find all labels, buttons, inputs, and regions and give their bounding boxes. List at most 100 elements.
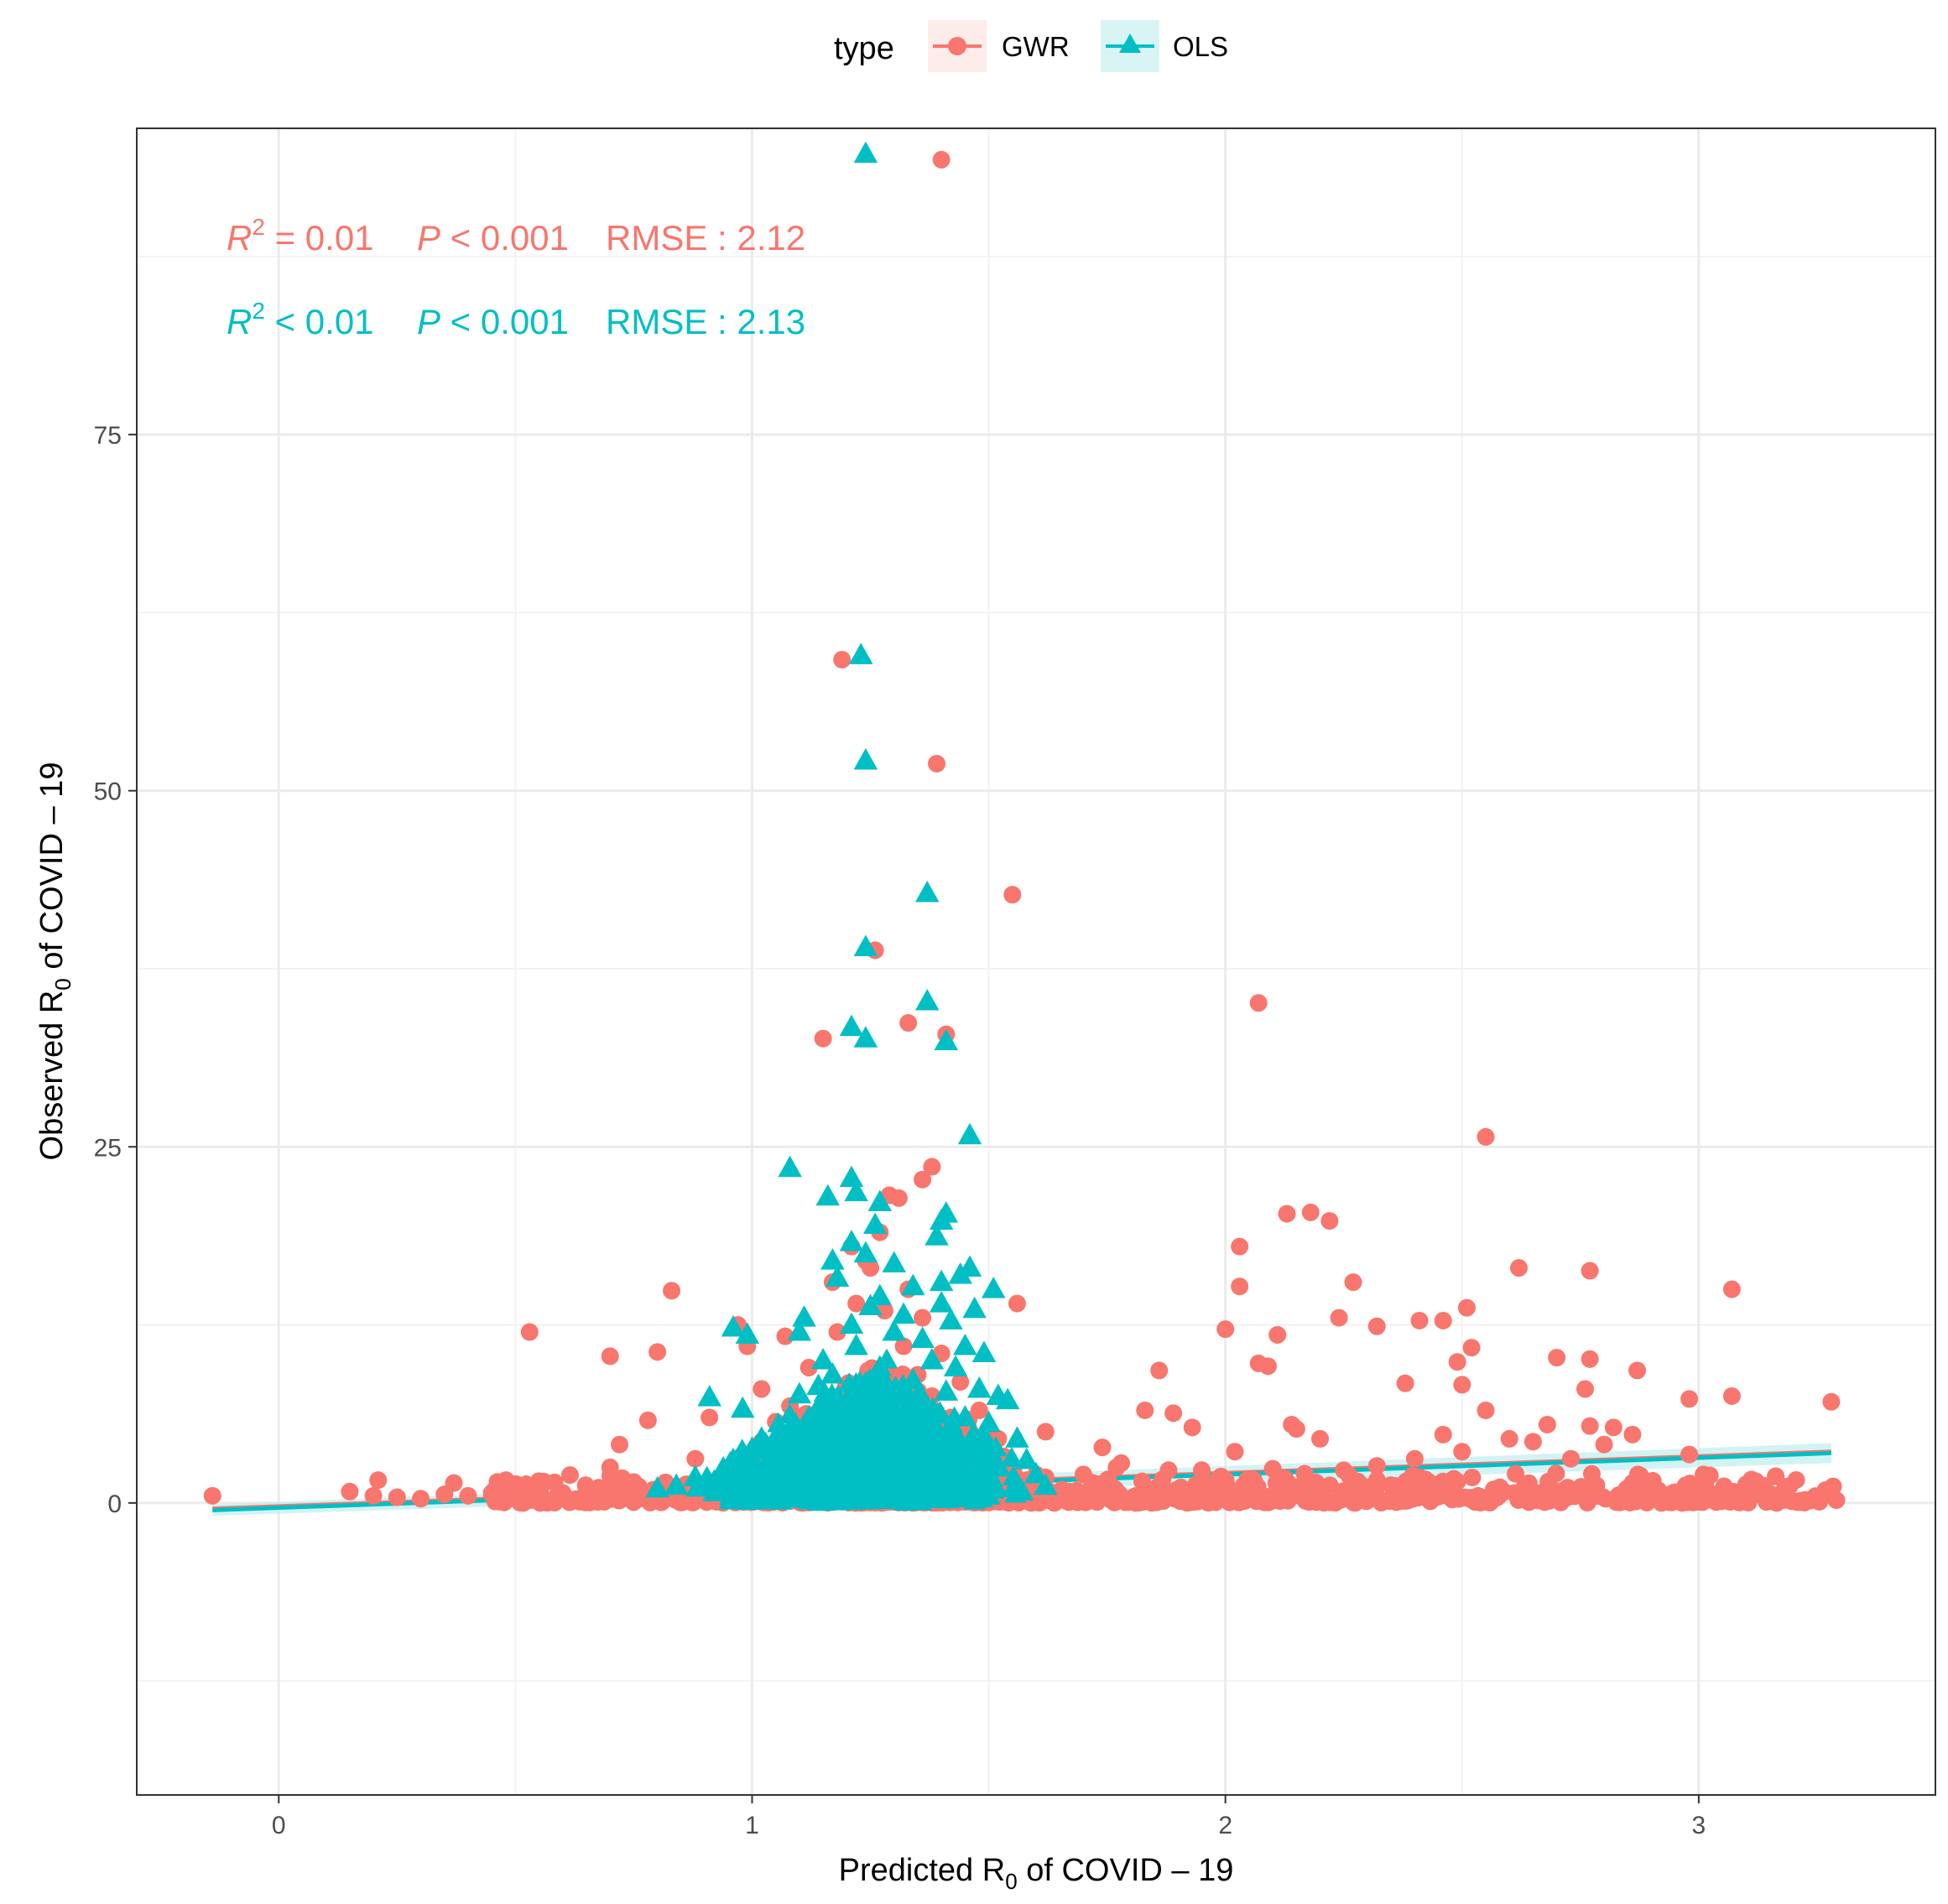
legend-label-ols: OLS: [1173, 31, 1228, 62]
gwr-point: [520, 1323, 539, 1341]
gwr-point: [1609, 1486, 1628, 1505]
ols-point: [792, 1305, 816, 1327]
ols-point: [853, 748, 878, 770]
ols-point: [867, 1189, 893, 1212]
gwr-point: [663, 1282, 681, 1300]
ols-point: [867, 1355, 893, 1377]
ols-point: [844, 1334, 868, 1355]
stat-ols-r2: R2 < 0.01: [227, 298, 374, 341]
ols-point: [867, 1283, 893, 1306]
ols-point: [783, 1447, 806, 1467]
ols-point: [883, 1427, 905, 1448]
gwr-point: [601, 1458, 619, 1476]
ols-point: [860, 1426, 883, 1447]
ols-point: [857, 1397, 881, 1417]
gwr-point: [1263, 1459, 1282, 1478]
ols-point: [725, 1480, 748, 1501]
ols-point: [787, 1481, 812, 1504]
ols-point: [904, 1478, 928, 1499]
gwr-point: [1586, 1478, 1604, 1496]
ols-point: [787, 1425, 810, 1445]
ols-point: [910, 1326, 935, 1349]
gwr-point: [1467, 1488, 1486, 1506]
ols-point: [914, 989, 940, 1011]
gwr-point: [1140, 1481, 1159, 1500]
gwr-point: [388, 1488, 406, 1506]
ols-point: [769, 1489, 792, 1510]
gwr-point: [1581, 1262, 1599, 1280]
gwr-point: [1387, 1476, 1405, 1495]
legend-key-gwr-icon: [948, 37, 966, 55]
ols-point: [842, 1490, 865, 1511]
ols-point: [839, 1230, 864, 1251]
ols-point: [806, 1373, 831, 1396]
gwr-point: [1211, 1467, 1230, 1485]
gwr-point: [534, 1472, 553, 1490]
ols-point: [1002, 1464, 1025, 1485]
x-tick-label: 1: [745, 1812, 759, 1839]
ols-point: [957, 1122, 982, 1145]
gwr-point: [1287, 1420, 1305, 1438]
ols-point: [848, 642, 873, 664]
gwr-point: [364, 1486, 383, 1505]
ols-point: [839, 1312, 864, 1334]
gwr-point: [1003, 886, 1022, 904]
gwr-point: [1231, 1237, 1249, 1256]
ols-point: [796, 1404, 821, 1427]
gwr-point: [932, 150, 951, 169]
gwr-point: [1722, 1280, 1741, 1298]
gwr-point: [1405, 1449, 1424, 1468]
ols-point: [1009, 1479, 1034, 1501]
ols-point: [683, 1464, 708, 1486]
ols-point: [735, 1322, 760, 1344]
ols-point: [768, 1416, 793, 1438]
gwr-point: [914, 1170, 932, 1189]
ols-point: [919, 1348, 945, 1370]
gwr-point: [1335, 1461, 1353, 1480]
gwr-point: [1216, 1484, 1235, 1502]
ols-point: [882, 1479, 906, 1501]
ols-point: [914, 880, 940, 903]
legend-title: type: [834, 31, 894, 66]
panel-border: [136, 127, 1936, 1796]
gwr-point: [814, 1029, 832, 1048]
gwr-point: [1680, 1445, 1699, 1464]
y-tick-label: 0: [107, 1490, 122, 1518]
gwr-point: [1767, 1493, 1785, 1511]
gwr-point: [1159, 1461, 1178, 1480]
ols-point: [853, 1026, 878, 1048]
gwr-point: [577, 1482, 596, 1501]
ols-point: [914, 1459, 940, 1480]
gwr-point: [1258, 1357, 1277, 1376]
ols-point: [834, 1444, 857, 1464]
ols-point: [953, 1404, 977, 1427]
x-axis-title: Predicted R0 of COVID – 19: [839, 1853, 1234, 1894]
gwr-point: [753, 1380, 771, 1398]
gwr-point: [1367, 1488, 1386, 1506]
ols-point: [664, 1473, 689, 1495]
gwr-point: [601, 1347, 619, 1366]
gwr-point: [1578, 1494, 1596, 1512]
ols-point: [840, 1407, 862, 1428]
gwr-point: [1093, 1438, 1112, 1457]
ols-point: [1023, 1461, 1049, 1484]
ols-point: [901, 1367, 925, 1390]
gwr-point: [1638, 1493, 1656, 1511]
y-tick-label: 50: [94, 778, 122, 806]
gwr-point: [1562, 1449, 1581, 1468]
gwr-point: [497, 1471, 515, 1490]
gwr-point: [1311, 1429, 1330, 1448]
ols-point: [871, 1415, 894, 1436]
ols-point: [716, 1454, 741, 1476]
ols-point: [971, 1340, 997, 1363]
gwr-point: [1249, 994, 1268, 1012]
ols-point: [995, 1387, 1020, 1410]
x-tick-label: 2: [1218, 1812, 1232, 1839]
gwr-point: [1722, 1386, 1741, 1405]
gwr-point: [1524, 1433, 1542, 1451]
gwr-point: [1367, 1471, 1386, 1490]
ols-point: [740, 1436, 764, 1458]
stats-annotations: R2 = 0.01 P < 0.001 RMSE : 2.12 R2 < 0.0…: [227, 214, 805, 341]
ols-point: [909, 1417, 931, 1438]
gwr-point: [638, 1411, 657, 1429]
